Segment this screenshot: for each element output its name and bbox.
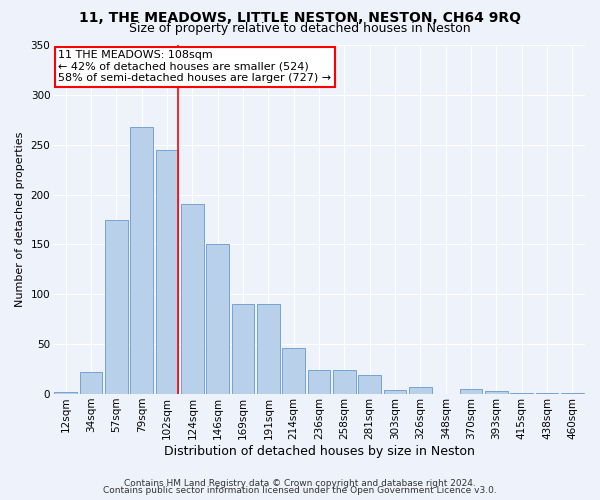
Bar <box>536 393 559 394</box>
X-axis label: Distribution of detached houses by size in Neston: Distribution of detached houses by size … <box>164 444 475 458</box>
Bar <box>510 393 533 394</box>
Bar <box>55 392 77 394</box>
Bar <box>308 370 331 394</box>
Text: 11, THE MEADOWS, LITTLE NESTON, NESTON, CH64 9RQ: 11, THE MEADOWS, LITTLE NESTON, NESTON, … <box>79 11 521 25</box>
Bar <box>80 372 103 394</box>
Bar <box>257 304 280 394</box>
Text: Size of property relative to detached houses in Neston: Size of property relative to detached ho… <box>129 22 471 35</box>
Bar <box>561 393 584 394</box>
Y-axis label: Number of detached properties: Number of detached properties <box>15 132 25 307</box>
Text: Contains public sector information licensed under the Open Government Licence v3: Contains public sector information licen… <box>103 486 497 495</box>
Bar <box>155 150 178 394</box>
Bar <box>383 390 406 394</box>
Text: Contains HM Land Registry data © Crown copyright and database right 2024.: Contains HM Land Registry data © Crown c… <box>124 478 476 488</box>
Bar <box>333 370 356 394</box>
Text: 11 THE MEADOWS: 108sqm
← 42% of detached houses are smaller (524)
58% of semi-de: 11 THE MEADOWS: 108sqm ← 42% of detached… <box>58 50 332 84</box>
Bar <box>460 389 482 394</box>
Bar <box>283 348 305 394</box>
Bar <box>181 204 204 394</box>
Bar <box>358 375 381 394</box>
Bar <box>206 244 229 394</box>
Bar <box>105 220 128 394</box>
Bar <box>130 127 153 394</box>
Bar <box>232 304 254 394</box>
Bar <box>485 391 508 394</box>
Bar <box>409 387 432 394</box>
